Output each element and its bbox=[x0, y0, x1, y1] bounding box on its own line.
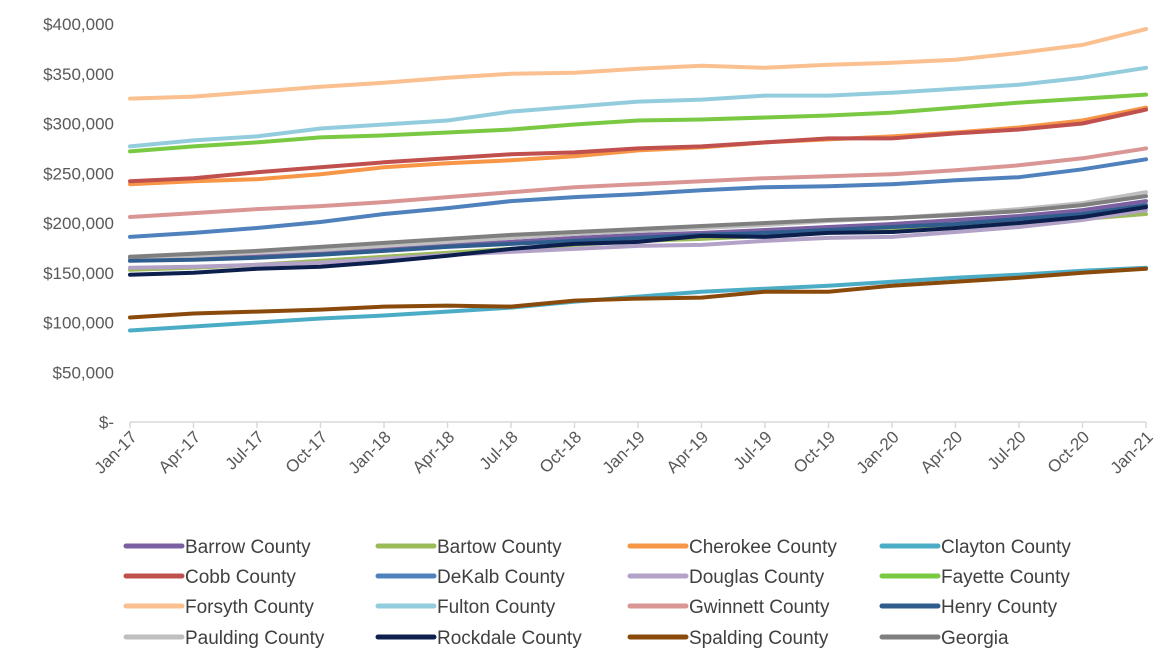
y-tick-label: $300,000 bbox=[43, 115, 114, 134]
x-tick-label: Oct-20 bbox=[1044, 427, 1094, 477]
legend-label: Fayette County bbox=[941, 567, 1070, 588]
x-tick-label: Jul-18 bbox=[476, 427, 522, 473]
x-tick-label: Jul-19 bbox=[730, 427, 776, 473]
y-tick-label: $350,000 bbox=[43, 65, 114, 84]
legend-label: Paulding County bbox=[185, 628, 325, 649]
y-tick-label: $100,000 bbox=[43, 314, 114, 333]
series-line bbox=[128, 65, 1148, 149]
legend-label: Cobb County bbox=[185, 567, 296, 588]
legend-label: Fulton County bbox=[437, 597, 556, 618]
series-line bbox=[128, 194, 1148, 259]
y-tick-label: $150,000 bbox=[43, 264, 114, 283]
x-tick-label: Apr-20 bbox=[917, 427, 967, 477]
legend-label: DeKalb County bbox=[437, 567, 565, 588]
x-tick-label: Jan-18 bbox=[345, 427, 395, 477]
y-tick-label: $- bbox=[99, 413, 114, 432]
y-tick-label: $400,000 bbox=[43, 15, 114, 34]
legend-label: Bartow County bbox=[437, 537, 562, 558]
series-line bbox=[128, 146, 1148, 219]
legend-label: Henry County bbox=[941, 597, 1058, 618]
series-line bbox=[128, 27, 1148, 101]
legend-label: Forsyth County bbox=[185, 597, 314, 618]
series-line bbox=[128, 92, 1148, 154]
y-tick-label: $200,000 bbox=[43, 214, 114, 233]
x-tick-label: Oct-18 bbox=[536, 427, 586, 477]
x-tick-label: Apr-17 bbox=[155, 427, 205, 477]
x-tick-label: Jul-17 bbox=[222, 427, 268, 473]
legend-label: Spalding County bbox=[689, 628, 829, 649]
series-line bbox=[128, 107, 1148, 184]
x-tick-label: Jan-17 bbox=[91, 427, 141, 477]
x-tick-label: Oct-19 bbox=[790, 427, 840, 477]
x-tick-label: Jul-20 bbox=[984, 427, 1030, 473]
x-tick-label: Apr-19 bbox=[663, 427, 713, 477]
series-layer bbox=[128, 27, 1148, 333]
y-tick-label: $250,000 bbox=[43, 164, 114, 183]
y-tick-label: $50,000 bbox=[53, 363, 114, 382]
series-line bbox=[128, 205, 1148, 277]
series-line bbox=[128, 203, 1148, 263]
legend-label: Douglas County bbox=[689, 567, 825, 588]
x-tick-label: Jan-21 bbox=[1107, 427, 1157, 477]
legend-label: Georgia bbox=[941, 628, 1009, 649]
series-line bbox=[128, 208, 1148, 270]
x-tick-label: Jan-20 bbox=[853, 427, 903, 477]
legend-label: Gwinnett County bbox=[689, 597, 830, 618]
legend-label: Clayton County bbox=[941, 537, 1071, 558]
legend-label: Rockdale County bbox=[437, 628, 582, 649]
legend: Barrow County Bartow County Cherokee Count… bbox=[123, 537, 1071, 649]
legend-label: Barrow County bbox=[185, 537, 311, 558]
x-tick-label: Apr-18 bbox=[409, 427, 459, 477]
series-line bbox=[128, 157, 1148, 239]
series-line bbox=[128, 266, 1148, 320]
x-tick-label: Jan-19 bbox=[599, 427, 649, 477]
legend-label: Cherokee County bbox=[689, 537, 837, 558]
x-tick-label: Oct-17 bbox=[282, 427, 332, 477]
